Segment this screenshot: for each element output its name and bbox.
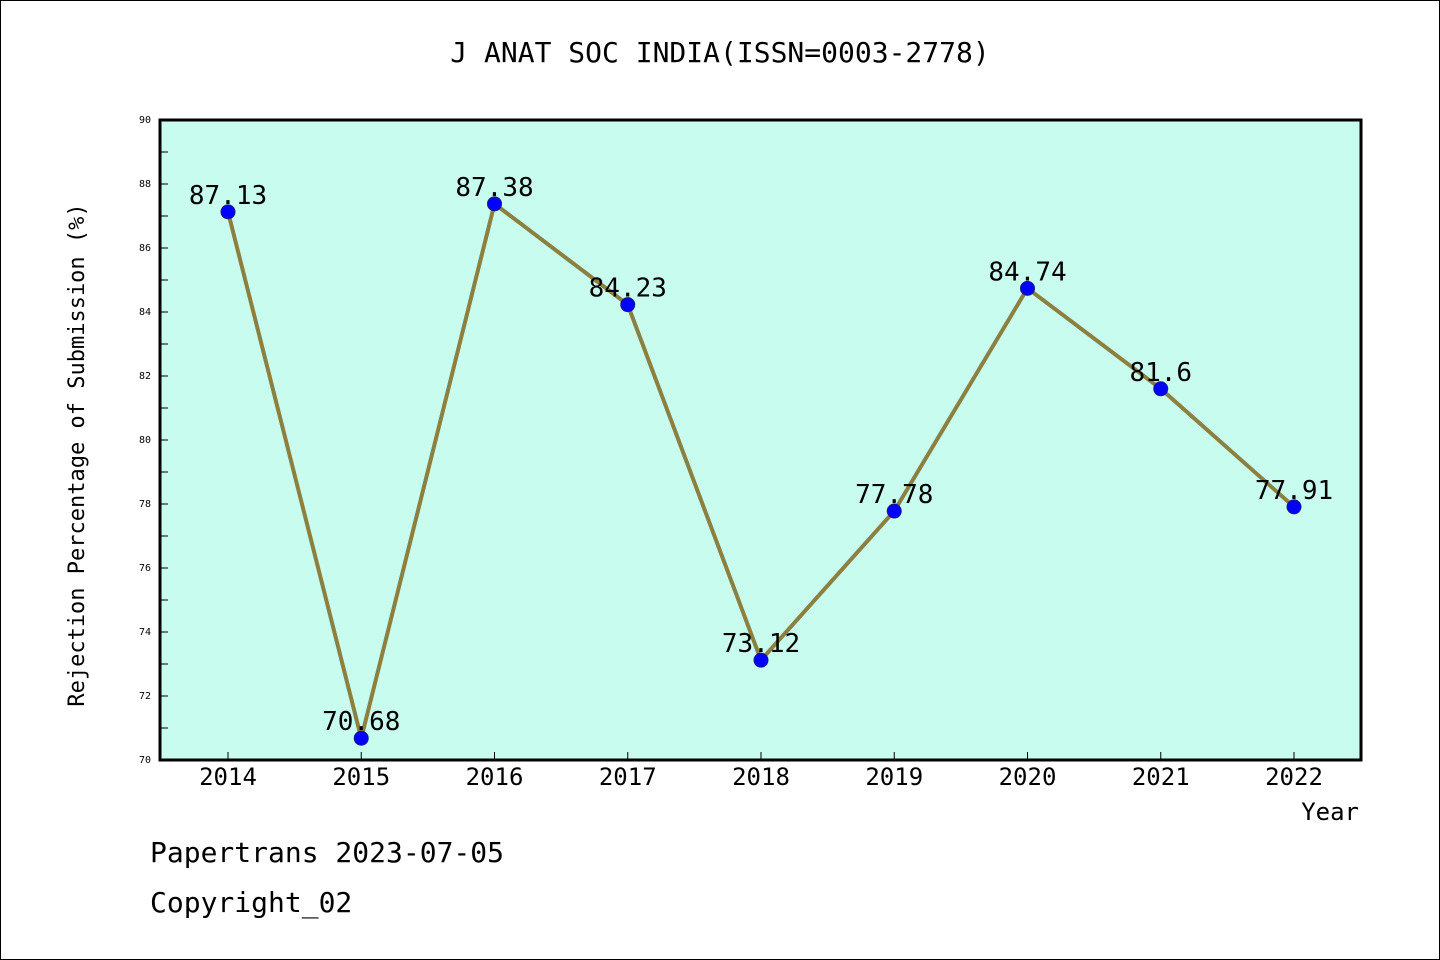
data-label: 77.91 — [1255, 476, 1333, 506]
data-point — [753, 652, 769, 668]
x-tick-label: 2019 — [865, 763, 923, 791]
chart-title: J ANAT SOC INDIA(ISSN=0003-2778) — [450, 36, 990, 69]
x-tick-label: 2020 — [999, 763, 1057, 791]
y-tick-label: 90 — [139, 115, 151, 126]
data-label: 84.23 — [589, 274, 667, 304]
x-tick-label: 2015 — [332, 763, 390, 791]
x-tick-label: 2014 — [199, 763, 257, 791]
data-label: 77.78 — [855, 480, 933, 510]
y-tick-label: 82 — [139, 371, 151, 382]
data-point — [353, 730, 369, 746]
x-tick-label: 2022 — [1265, 763, 1323, 791]
y-tick-label: 86 — [139, 243, 151, 254]
x-tick-label: 2016 — [466, 763, 524, 791]
x-axis: 2014 2015 2016 2017 2018 2019 2020 2021 2022 — [199, 752, 1323, 791]
data-label: 87.38 — [455, 173, 533, 203]
x-tick-label: 2018 — [732, 763, 790, 791]
data-point — [886, 503, 902, 519]
series-layer — [220, 196, 1302, 746]
data-point — [1020, 280, 1035, 296]
y-tick-label: 74 — [139, 627, 151, 638]
y-tick-label: 72 — [139, 691, 151, 702]
x-axis-label: Year — [1301, 798, 1359, 826]
y-axis: 70 72 74 76 78 80 82 84 86 88 90 — [139, 115, 168, 766]
footer-papertrans-date: Papertrans 2023-07-05 — [150, 836, 505, 869]
data-labels-layer: 87.13 70.68 87.38 84.23 73.12 77.78 84.74 81.6 7… — [189, 173, 1333, 737]
y-tick-label: 84 — [139, 307, 151, 318]
y-tick-label: 70 — [139, 755, 151, 766]
data-point — [1153, 381, 1169, 397]
data-point — [620, 297, 636, 313]
data-label: 81.6 — [1129, 358, 1192, 388]
y-tick-label: 80 — [139, 435, 151, 446]
data-label: 70.68 — [322, 707, 400, 737]
y-tick-label: 88 — [139, 179, 151, 190]
data-label: 73.12 — [722, 629, 800, 659]
x-tick-label: 2017 — [599, 763, 657, 791]
data-label: 87.13 — [189, 181, 267, 211]
footer-copyright: Copyright_02 — [150, 886, 353, 919]
y-tick-label: 76 — [139, 563, 151, 574]
data-label: 84.74 — [988, 257, 1066, 287]
data-point — [1286, 499, 1302, 515]
y-tick-label: 78 — [139, 499, 151, 510]
y-axis-label: Rejection Percentage of Submission (%) — [65, 203, 90, 706]
x-tick-label: 2021 — [1132, 763, 1190, 791]
data-point — [487, 196, 502, 212]
data-point — [220, 204, 236, 220]
